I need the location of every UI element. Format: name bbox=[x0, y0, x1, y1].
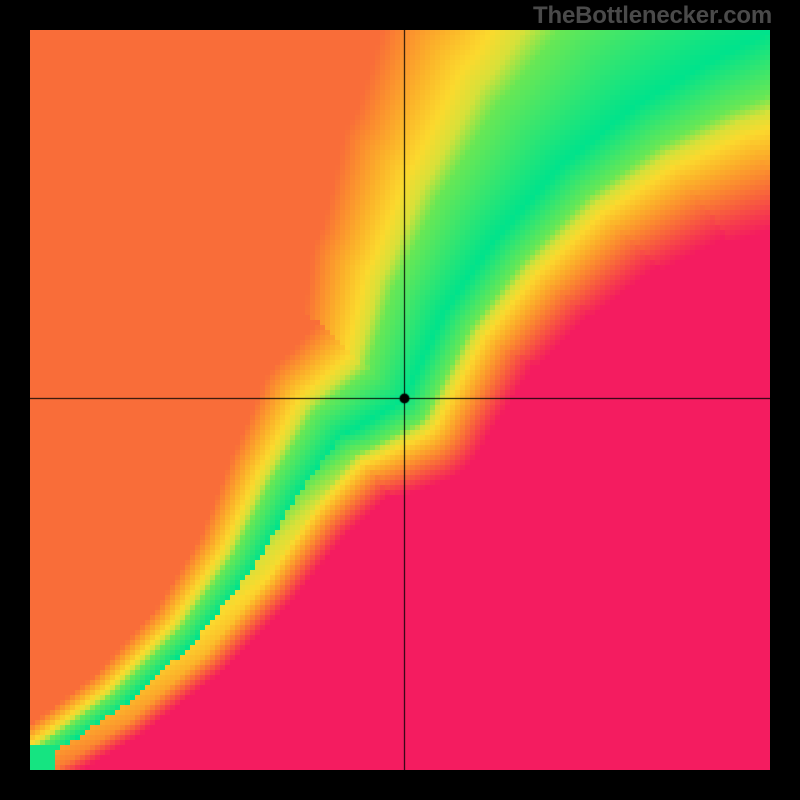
watermark-text: TheBottlenecker.com bbox=[533, 2, 772, 30]
chart-container: TheBottlenecker.com bbox=[0, 0, 800, 800]
crosshair-overlay bbox=[30, 30, 770, 770]
